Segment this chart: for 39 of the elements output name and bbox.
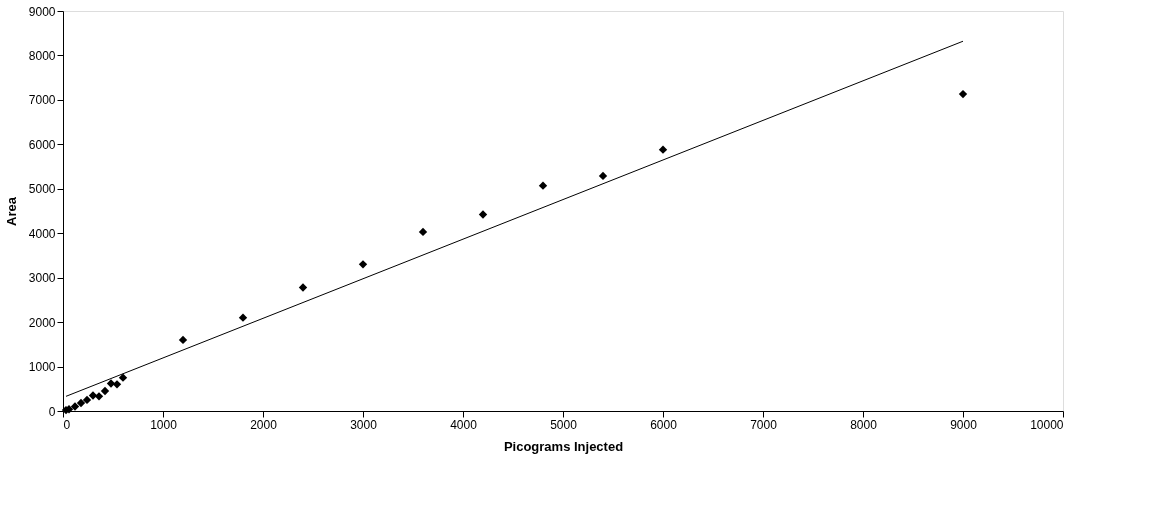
x-tick-label: 3000 bbox=[350, 417, 378, 432]
x-tick-label: 1000 bbox=[150, 417, 178, 432]
point bbox=[100, 386, 110, 396]
x-tick-label: 5000 bbox=[550, 417, 578, 432]
point bbox=[538, 181, 548, 190]
point bbox=[478, 210, 488, 219]
point bbox=[178, 335, 188, 345]
point bbox=[418, 227, 428, 237]
point bbox=[112, 380, 122, 389]
x-tick-label: 6000 bbox=[650, 417, 678, 432]
point bbox=[358, 260, 368, 269]
y-axis-title: Area bbox=[3, 196, 19, 226]
point bbox=[298, 283, 308, 292]
y-tick-label: 8000 bbox=[28, 48, 56, 63]
x-axis-title: Picograms Injected bbox=[503, 438, 624, 454]
y-tick-label: 2000 bbox=[28, 315, 56, 330]
x-tick-label: 9000 bbox=[950, 417, 978, 432]
y-tick-label: 1000 bbox=[28, 360, 56, 375]
x-tick-label: 2000 bbox=[250, 417, 278, 432]
point bbox=[238, 313, 248, 322]
y-tick-label: 6000 bbox=[28, 137, 56, 152]
point bbox=[658, 145, 668, 154]
x-tick-label: 4000 bbox=[450, 417, 478, 432]
x-tick-label: 10000 bbox=[1030, 417, 1064, 432]
x-tick-label: 0 bbox=[63, 417, 71, 432]
y-tick-label: 3000 bbox=[28, 271, 56, 286]
point bbox=[958, 89, 968, 99]
point bbox=[70, 402, 80, 411]
point bbox=[598, 171, 608, 181]
x-tick-label: 7000 bbox=[750, 417, 778, 432]
y-tick-label: 9000 bbox=[28, 4, 56, 19]
x-tick-label: 8000 bbox=[850, 417, 878, 432]
point bbox=[94, 392, 104, 401]
point bbox=[82, 395, 92, 405]
y-tick-label: 0 bbox=[48, 404, 56, 419]
y-tick-label: 7000 bbox=[28, 93, 56, 108]
y-tick-label: 4000 bbox=[28, 226, 56, 241]
point bbox=[76, 398, 86, 408]
y-tick-label: 5000 bbox=[28, 182, 56, 197]
